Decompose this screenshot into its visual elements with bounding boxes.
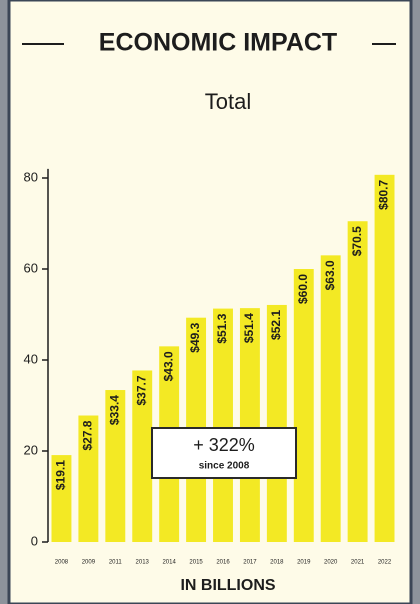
value-label: $43.0 [161, 351, 175, 381]
value-label: $19.1 [54, 460, 68, 490]
x-tick-label: 2020 [324, 560, 338, 566]
value-label: $63.0 [323, 260, 337, 290]
panel [7, 0, 413, 604]
value-label: $70.5 [350, 226, 364, 256]
x-tick-label: 2009 [82, 560, 96, 566]
bar [78, 415, 99, 542]
chart-subtitle: Total [205, 89, 251, 114]
y-tick-label: 20 [24, 442, 38, 457]
x-tick-label: 2022 [378, 560, 392, 566]
y-tick-label: 60 [24, 260, 38, 275]
x-tick-label: 2021 [351, 560, 365, 566]
annotation-main: + 322% [193, 435, 255, 455]
bar [347, 221, 368, 542]
x-tick-label: 2019 [297, 560, 311, 566]
x-tick-label: 2015 [189, 560, 203, 566]
bar [374, 174, 395, 542]
value-label: $37.7 [134, 375, 148, 405]
value-label: $49.3 [188, 322, 202, 352]
value-label: $52.1 [269, 310, 283, 340]
value-label: $27.8 [81, 420, 95, 450]
value-label: $33.4 [107, 395, 121, 425]
annotation-sub: since 2008 [199, 461, 250, 472]
bar [320, 255, 341, 542]
bar [213, 308, 233, 542]
y-tick-label: 80 [24, 169, 38, 184]
x-tick-label: 2014 [162, 560, 176, 566]
x-tick-label: 2013 [136, 560, 150, 566]
x-tick-label: 2016 [216, 560, 230, 566]
y-tick-label: 40 [24, 351, 38, 366]
value-label: $51.3 [215, 313, 229, 343]
value-label: $60.0 [296, 274, 310, 304]
x-tick-label: 2011 [109, 560, 123, 566]
value-label: $51.4 [242, 313, 256, 343]
x-tick-label: 2017 [243, 560, 257, 566]
x-tick-label: 2008 [55, 560, 69, 566]
x-axis-label: IN BILLIONS [180, 577, 275, 594]
annotation-box [151, 427, 297, 479]
x-tick-label: 2018 [270, 560, 284, 566]
bar [105, 390, 126, 542]
bar [293, 269, 314, 542]
y-tick-label: 0 [31, 533, 38, 548]
bar [239, 308, 260, 542]
bar [132, 370, 153, 542]
chart-title: ECONOMIC IMPACT [99, 29, 337, 57]
bar [51, 455, 72, 542]
bar [266, 304, 287, 542]
value-label: $80.7 [377, 179, 391, 209]
